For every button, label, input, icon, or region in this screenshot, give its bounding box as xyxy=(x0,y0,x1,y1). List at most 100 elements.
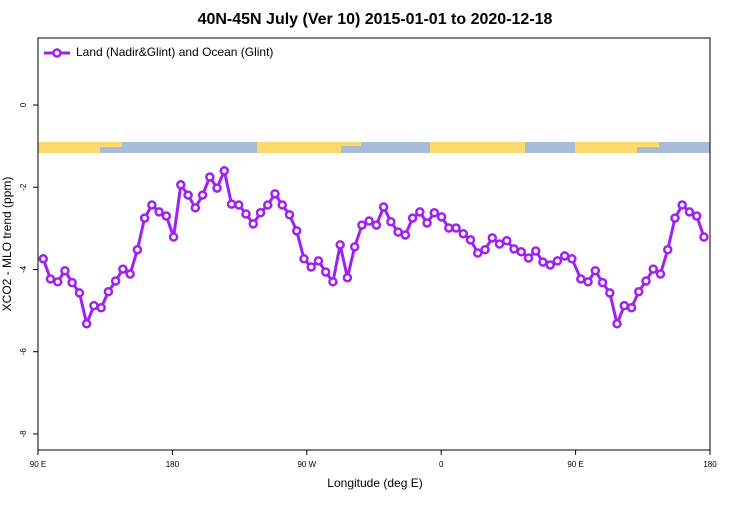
data-point xyxy=(335,240,345,250)
y-tick-label: -4 xyxy=(19,265,28,273)
data-point xyxy=(168,232,179,242)
data-point xyxy=(684,207,695,217)
data-point xyxy=(655,269,666,279)
data-point xyxy=(38,254,48,264)
plot-frame xyxy=(37,37,711,451)
data-point xyxy=(612,319,622,329)
data-point xyxy=(270,189,280,199)
data-point xyxy=(436,212,447,222)
y-axis-label: XCO2 - MLO trend (ppm) xyxy=(0,177,14,312)
data-point xyxy=(81,319,92,329)
data-point xyxy=(487,233,498,243)
data-point xyxy=(67,277,77,288)
land-band xyxy=(341,142,361,146)
data-point xyxy=(444,223,454,233)
data-point xyxy=(219,166,230,176)
data-point xyxy=(306,262,316,272)
data-point xyxy=(103,286,114,297)
data-point xyxy=(473,248,483,258)
x-axis-label: Longitude (deg E) xyxy=(327,476,422,490)
data-point xyxy=(161,211,172,221)
data-point xyxy=(234,200,244,210)
x-tick-label: 90 E xyxy=(567,460,583,469)
data-point xyxy=(552,256,563,266)
data-point xyxy=(284,210,295,220)
y-tick-label: -2 xyxy=(19,183,28,191)
data-point xyxy=(248,219,259,229)
data-point xyxy=(699,232,709,242)
data-point xyxy=(299,254,309,264)
data-point xyxy=(670,213,680,223)
y-tick-label: 0 xyxy=(19,102,28,107)
data-point xyxy=(262,200,273,210)
data-point xyxy=(509,244,519,254)
data-point xyxy=(74,288,85,298)
x-tick-label: 180 xyxy=(703,460,717,469)
data-point xyxy=(89,300,99,311)
data-point xyxy=(291,226,302,236)
data-point xyxy=(139,213,150,223)
data-point xyxy=(190,203,201,213)
data-point xyxy=(407,213,418,223)
data-point xyxy=(342,272,353,283)
data-point xyxy=(197,190,208,200)
data-point xyxy=(626,302,637,313)
x-tick-label: 0 xyxy=(439,460,444,469)
series-line xyxy=(41,165,706,329)
land-band xyxy=(257,142,341,153)
chart-title: 40N-45N July (Ver 10) 2015-01-01 to 2020… xyxy=(198,11,553,28)
data-point xyxy=(364,216,374,226)
data-point xyxy=(255,208,266,218)
data-point xyxy=(320,267,331,277)
x-tick-label: 180 xyxy=(166,460,180,469)
data-point xyxy=(349,242,360,252)
data-point xyxy=(147,200,157,210)
data-point xyxy=(648,264,659,274)
legend-marker xyxy=(52,48,62,58)
data-point xyxy=(110,276,121,286)
data-point xyxy=(378,202,389,212)
data-point xyxy=(183,190,193,200)
data-point xyxy=(451,223,461,233)
data-point xyxy=(60,265,70,276)
y-tick-label: -6 xyxy=(19,348,28,356)
data-point xyxy=(458,228,469,239)
legend-label: Land (Nadir&Glint) and Ocean (Glint) xyxy=(76,45,273,59)
data-point xyxy=(619,300,630,311)
land-band xyxy=(575,142,637,153)
land-band xyxy=(100,142,122,147)
data-point xyxy=(422,218,432,228)
data-point xyxy=(400,230,411,240)
data-point xyxy=(662,245,673,255)
land-ocean-strip xyxy=(38,142,710,153)
data-point xyxy=(530,246,541,256)
data-point xyxy=(605,288,615,298)
land-band xyxy=(38,142,100,153)
data-point xyxy=(212,183,222,193)
data-point xyxy=(45,274,56,284)
data-point xyxy=(52,277,63,287)
data-point xyxy=(576,274,586,284)
y-tick-label: -8 xyxy=(19,430,28,438)
data-point xyxy=(118,264,128,274)
data-point xyxy=(597,277,608,288)
data-point xyxy=(691,211,702,221)
data-point xyxy=(176,180,186,190)
data-point xyxy=(583,277,593,287)
data-point xyxy=(125,269,135,279)
data-point xyxy=(559,251,570,261)
data-point xyxy=(590,265,601,276)
data-point xyxy=(567,254,577,264)
x-tick-label: 90 E xyxy=(30,460,46,469)
data-point xyxy=(641,276,651,286)
data-point xyxy=(516,247,526,257)
data-point xyxy=(357,220,367,230)
land-band xyxy=(637,142,659,147)
land-band xyxy=(430,142,525,153)
data-point xyxy=(386,217,396,227)
data-point xyxy=(313,256,324,266)
data-point xyxy=(677,200,687,210)
data-point xyxy=(480,245,490,255)
data-point xyxy=(393,227,403,237)
data-point xyxy=(494,239,505,249)
